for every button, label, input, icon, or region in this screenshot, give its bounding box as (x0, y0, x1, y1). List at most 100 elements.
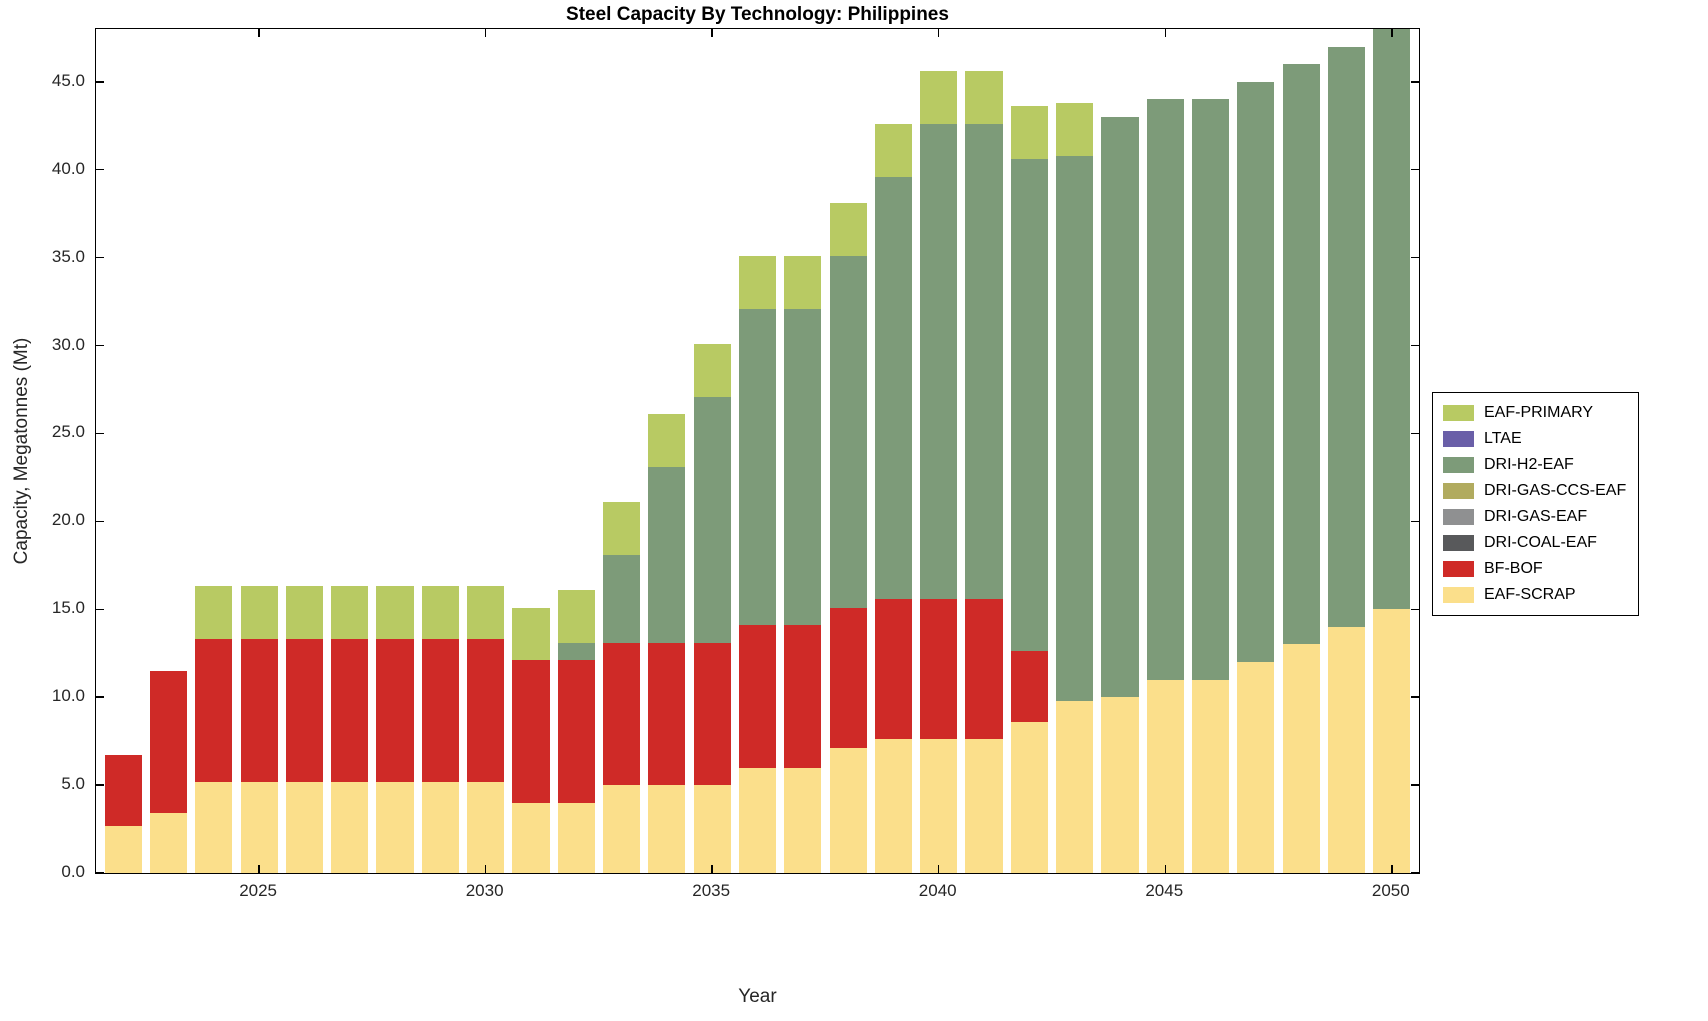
bar-segment-eaf-scrap-2041 (965, 739, 1003, 873)
y-tick-label-10.0: 10.0 (51, 686, 85, 706)
bar-segment-dri-h2-eaf-2036 (738, 308, 777, 626)
x-tick-mark (937, 865, 940, 873)
bar-segment-eaf-scrap-2023 (149, 813, 188, 873)
x-tick-mark (1391, 865, 1393, 873)
x-tick-mark (1164, 865, 1167, 873)
bar-segment-eaf-primary-2042 (1010, 106, 1048, 160)
bar-segment-eaf-primary-2024 (195, 586, 233, 640)
bar-segment-bf-bof-2035 (693, 642, 731, 786)
y-tick-label-25.0: 25.0 (51, 422, 85, 442)
bar-segment-dri-h2-eaf-2050 (1373, 29, 1411, 610)
y-tick-mark (96, 432, 104, 435)
x-tick-mark (258, 865, 260, 873)
bar-segment-dri-h2-eaf-2048 (1282, 64, 1320, 645)
x-tick-label-2030: 2030 (465, 881, 504, 900)
y-tick-label-40.0: 40.0 (51, 158, 85, 178)
bar-segment-eaf-scrap-2040 (920, 739, 958, 873)
y-tick-mark (96, 784, 104, 786)
bar-segment-eaf-primary-2027 (331, 586, 369, 640)
x-tick-label-2050: 2050 (1371, 881, 1410, 900)
legend-label: DRI-GAS-EAF (1484, 508, 1588, 525)
bar-segment-eaf-primary-2036 (738, 255, 777, 309)
bar-segment-bf-bof-2033 (603, 642, 641, 786)
y-tick-mark (96, 168, 104, 171)
bar-segment-bf-bof-2030 (467, 639, 505, 782)
y-tick-mark (96, 872, 104, 873)
bar-segment-eaf-scrap-2038 (829, 748, 867, 873)
legend-swatch-eaf-primary (1443, 405, 1474, 421)
bar-segment-eaf-scrap-2034 (648, 785, 686, 873)
legend-label: EAF-SCRAP (1484, 586, 1576, 603)
bar-segment-eaf-primary-2037 (784, 255, 822, 309)
x-tick-mark (1391, 29, 1393, 37)
y-tick-label-30.0: 30.0 (51, 334, 85, 354)
bar-segment-bf-bof-2038 (829, 607, 867, 749)
bar-segment-bf-bof-2040 (920, 598, 958, 740)
bar-segment-eaf-scrap-2026 (285, 781, 323, 873)
legend-label: BF-BOF (1484, 560, 1543, 577)
y-tick-mark (1411, 696, 1419, 698)
bar-segment-dri-h2-eaf-2038 (829, 255, 867, 608)
legend-swatch-dri-h2-eaf (1443, 457, 1474, 473)
x-axis-label: Year (738, 986, 777, 1007)
bar-segment-bf-bof-2025 (240, 639, 278, 782)
legend-swatch-bf-bof (1443, 561, 1474, 577)
legend: EAF-PRIMARY LTAE DRI-H2-EAF DRI-GAS-CCS-EAF… (1432, 392, 1640, 616)
bar-segment-eaf-scrap-2030 (467, 781, 505, 873)
bar-segment-dri-h2-eaf-2037 (784, 308, 822, 626)
bar-segment-bf-bof-2023 (149, 670, 188, 814)
bar-segment-dri-h2-eaf-2041 (965, 123, 1003, 599)
y-tick-mark (96, 696, 104, 698)
bar-segment-eaf-scrap-2032 (557, 802, 595, 873)
x-tick-mark (484, 865, 487, 873)
legend-swatch-dri-gas-ccs-eaf (1443, 483, 1474, 499)
y-tick-label-45.0: 45.0 (51, 70, 85, 90)
x-tick-mark (711, 29, 713, 37)
bar-segment-eaf-scrap-2024 (195, 781, 233, 873)
legend-item-eaf-scrap: EAF-SCRAP (1433, 582, 1638, 608)
bar-segment-bf-bof-2027 (331, 639, 369, 782)
bar-segment-bf-bof-2028 (376, 639, 414, 782)
bar-segment-dri-h2-eaf-2033 (603, 554, 641, 643)
bar-segment-eaf-scrap-2044 (1101, 697, 1139, 873)
y-tick-mark (96, 344, 104, 347)
bar-segment-eaf-scrap-2047 (1237, 662, 1275, 873)
x-tick-mark (711, 865, 713, 873)
y-tick-mark (96, 520, 104, 523)
y-tick-label-0.0: 0.0 (61, 862, 85, 881)
bar-segment-dri-h2-eaf-2046 (1192, 99, 1230, 680)
bar-segment-eaf-primary-2038 (829, 203, 867, 256)
y-tick-mark (1411, 256, 1419, 259)
bar-segment-bf-bof-2024 (195, 639, 233, 782)
legend-label: DRI-COAL-EAF (1484, 534, 1597, 551)
x-tick-mark (484, 29, 487, 37)
bar-segment-eaf-scrap-2049 (1327, 626, 1366, 873)
legend-item-bf-bof: BF-BOF (1433, 556, 1638, 582)
x-tick-mark (937, 29, 940, 37)
y-tick-mark (96, 608, 104, 610)
legend-swatch-eaf-scrap (1443, 587, 1474, 603)
bar-segment-eaf-scrap-2043 (1056, 700, 1094, 873)
x-tick-label-2035: 2035 (692, 881, 731, 900)
bar-segment-eaf-primary-2034 (648, 414, 686, 467)
legend-swatch-ltae (1443, 431, 1474, 447)
bar-segment-bf-bof-2029 (421, 639, 459, 782)
y-tick-mark (96, 256, 104, 259)
y-tick-label-35.0: 35.0 (51, 246, 85, 266)
x-tick-label-2045: 2045 (1145, 881, 1184, 900)
bar-segment-bf-bof-2031 (512, 660, 550, 803)
y-tick-label-20.0: 20.0 (51, 510, 85, 530)
legend-item-dri-h2-eaf: DRI-H2-EAF (1433, 452, 1638, 478)
bar-segment-eaf-primary-2033 (603, 502, 641, 555)
legend-item-dri-gas-eaf: DRI-GAS-EAF (1433, 504, 1638, 530)
bar-segment-bf-bof-2022 (104, 755, 142, 826)
bar-segment-eaf-scrap-2033 (603, 785, 641, 873)
bar-segment-dri-h2-eaf-2039 (874, 176, 912, 599)
bar-segment-eaf-scrap-2028 (376, 781, 414, 873)
bar-segment-bf-bof-2039 (874, 598, 912, 740)
bar-segment-eaf-primary-2029 (421, 586, 459, 640)
legend-item-ltae: LTAE (1433, 426, 1638, 452)
bar-segment-dri-h2-eaf-2034 (648, 466, 686, 643)
bar-segment-eaf-scrap-2046 (1192, 679, 1230, 873)
